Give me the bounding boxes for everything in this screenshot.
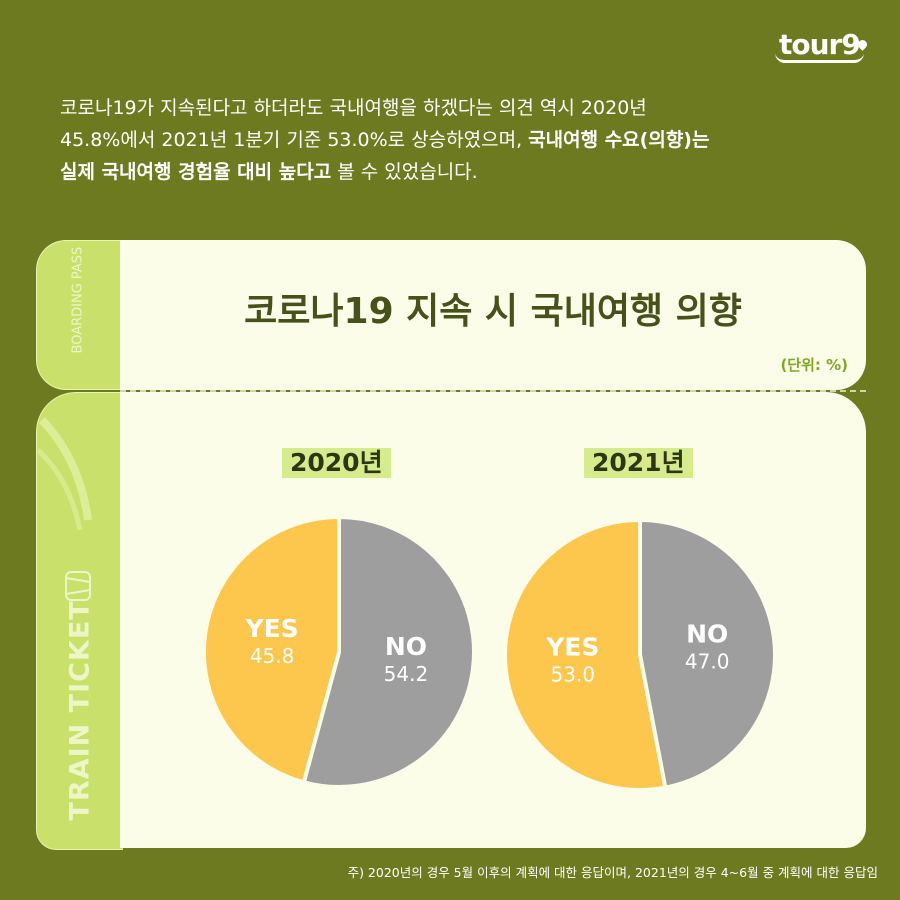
unit-label: (단위: %) bbox=[780, 356, 848, 374]
pie-category-label: NO bbox=[686, 620, 728, 649]
intro-line-1: 코로나19가 지속된다고 하더라도 국내여행을 하겠다는 의견 역시 2020년 bbox=[60, 97, 647, 119]
year-label-2020: 2020년 bbox=[282, 448, 391, 478]
pie-slice-no-2021년 bbox=[638, 517, 777, 790]
intro-bold-1: 국내여행 수요(의향)는 bbox=[528, 129, 710, 151]
pie-category-label: NO bbox=[385, 632, 427, 661]
boarding-pass-strip bbox=[36, 240, 123, 390]
pie-value-label: 45.8 bbox=[250, 644, 295, 668]
intro-bold-2: 실제 국내여행 경험율 대비 높다고 bbox=[60, 161, 332, 183]
chart-title: 코로나19 지속 시 국내여행 의향 bbox=[244, 291, 742, 332]
tour9-logo: tour9 bbox=[775, 30, 864, 63]
ticket-header bbox=[120, 240, 866, 390]
pie-category-label: YES bbox=[244, 614, 298, 643]
pie-value-label: 53.0 bbox=[551, 662, 596, 686]
pie-slice-no-2020년 bbox=[301, 514, 476, 789]
pie-value-label: 47.0 bbox=[685, 650, 730, 674]
pie-category-label: YES bbox=[545, 632, 599, 661]
pie-slice-yes-2021년 bbox=[503, 517, 668, 792]
footnote: 주) 2020년의 경우 5월 이후의 계획에 대한 응답이며, 2021년의 … bbox=[347, 865, 878, 880]
intro-line-2: 45.8%에서 2021년 1분기 기준 53.0%로 상승하였으며, bbox=[60, 129, 529, 151]
intro-text: 코로나19가 지속된다고 하더라도 국내여행을 하겠다는 의견 역시 2020년… bbox=[60, 92, 860, 188]
pie-slice-yes-2020년 bbox=[202, 514, 341, 785]
year-label-2021: 2021년 bbox=[584, 448, 693, 478]
intro-line-3: 볼 수 있었습니다. bbox=[331, 161, 478, 183]
pie-value-label: 54.2 bbox=[384, 662, 429, 686]
perforation-divider bbox=[120, 390, 866, 392]
